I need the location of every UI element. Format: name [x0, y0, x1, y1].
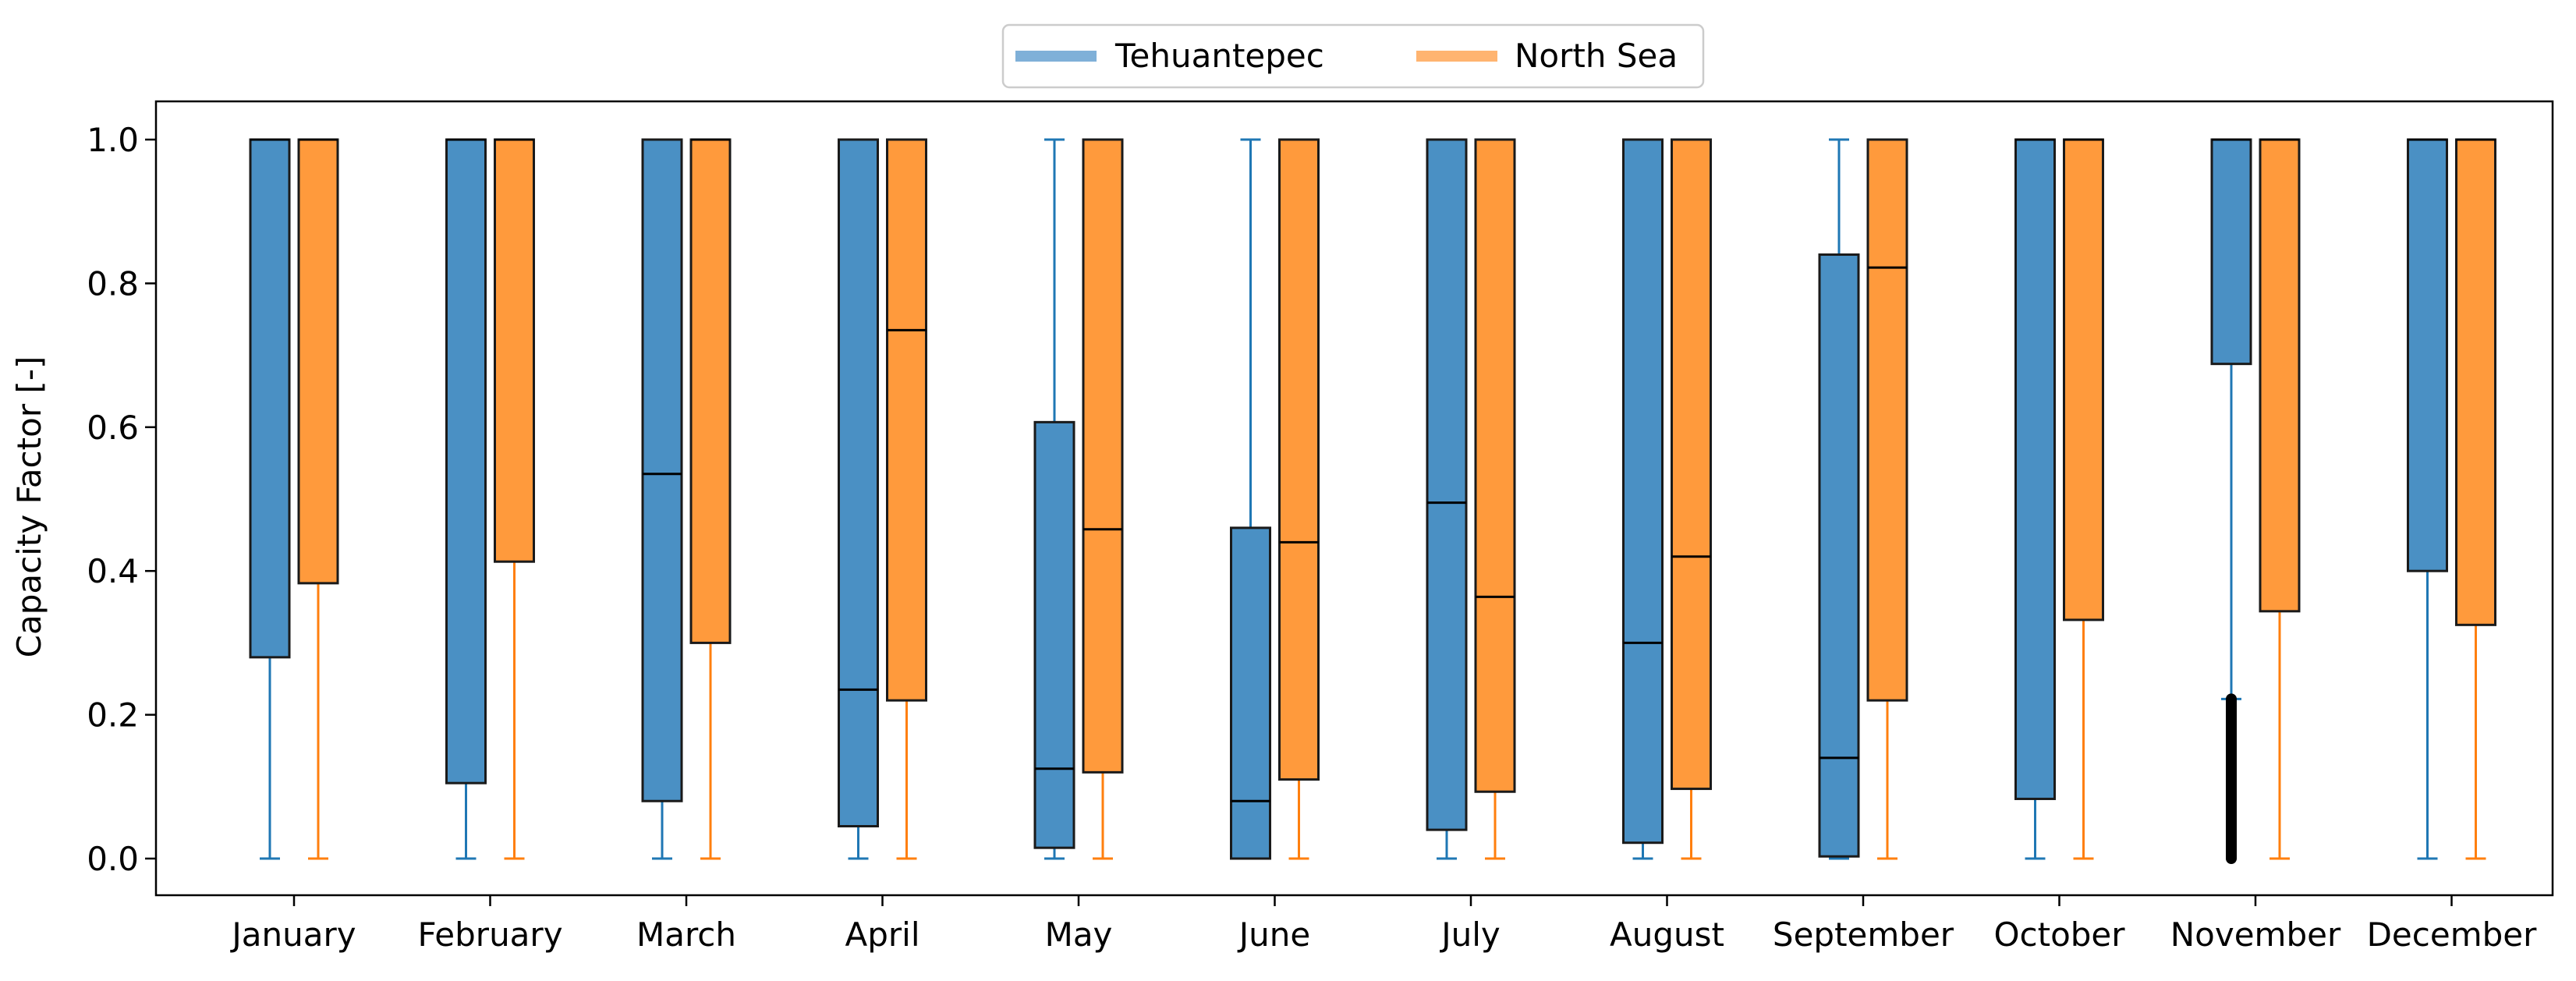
north-sea-box-june: [1278, 138, 1320, 860]
iqr-box: [494, 138, 535, 563]
iqr-box: [641, 138, 683, 802]
legend-label: North Sea: [1515, 37, 1678, 75]
north-sea-box-july: [1474, 138, 1516, 860]
tehuantepec-box-september: [1818, 138, 1860, 860]
iqr-box: [1230, 526, 1271, 860]
x-tick-label-january: January: [229, 915, 356, 954]
iqr-box: [2407, 138, 2448, 572]
iqr-box: [689, 138, 732, 644]
x-tick-label-june: June: [1237, 915, 1310, 954]
legend-label: Tehuantepec: [1114, 37, 1324, 75]
iqr-box: [249, 138, 291, 659]
tehuantepec-box-february: [445, 138, 487, 860]
x-tick-label-may: May: [1045, 915, 1113, 954]
y-axis: 0.0 0.2 0.4 0.6 0.8 1.0: [87, 121, 156, 878]
iqr-box: [2210, 138, 2252, 366]
tehuantepec-box-december: [2407, 138, 2448, 860]
tehuantepec-box-may: [1033, 138, 1075, 860]
north-sea-box-december: [2455, 138, 2496, 860]
iqr-box: [886, 138, 927, 702]
y-tick-label: 0.6: [87, 409, 139, 447]
x-tick-label-august: August: [1610, 915, 1724, 954]
y-tick-label: 0.0: [87, 840, 139, 878]
tehuantepec-box-january: [249, 138, 291, 860]
iqr-box: [1866, 138, 1908, 702]
north-sea-box-november: [2259, 138, 2301, 860]
legend-box: [1001, 23, 1705, 89]
x-tick-label-september: September: [1773, 915, 1954, 954]
legend: Tehuantepec North Sea: [1001, 23, 1705, 89]
x-tick-label-march: March: [636, 915, 736, 954]
tehuantepec-box-july: [1426, 138, 1468, 860]
tehuantepec-box-april: [838, 138, 879, 860]
iqr-box: [2455, 138, 2496, 626]
north-sea-box-august: [1671, 138, 1712, 860]
y-axis-label: Capacity Factor [-]: [10, 356, 48, 658]
north-sea-box-april: [886, 138, 927, 860]
y-tick-label: 0.2: [87, 696, 139, 735]
tehuantepec-box-october: [2014, 138, 2056, 860]
x-tick-label-february: February: [417, 915, 562, 954]
north-sea-box-may: [1082, 138, 1124, 860]
x-tick-label-april: April: [845, 915, 920, 954]
iqr-box: [445, 138, 487, 784]
iqr-box: [297, 138, 339, 585]
x-tick-label-november: November: [2170, 915, 2341, 954]
tehuantepec-box-august: [1622, 138, 1664, 860]
iqr-box: [1622, 138, 1664, 845]
north-sea-box-september: [1866, 138, 1908, 860]
iqr-box: [1671, 138, 1712, 791]
x-tick-label-december: December: [2367, 915, 2538, 954]
iqr-box: [2259, 138, 2301, 613]
iqr-box: [1818, 253, 1860, 858]
iqr-box: [1033, 420, 1075, 849]
x-axis: January February March April May June July Augu…: [229, 895, 2537, 954]
iqr-box: [2063, 138, 2104, 622]
iqr-box: [1426, 138, 1468, 831]
iqr-box: [1082, 138, 1124, 774]
north-sea-box-october: [2063, 138, 2104, 860]
north-sea-box-february: [494, 138, 535, 860]
axes-frame: [154, 100, 2554, 897]
plot-area: [154, 100, 2554, 897]
iqr-box: [2014, 138, 2056, 800]
tehuantepec-box-march: [641, 138, 683, 860]
y-tick-label: 0.8: [87, 264, 139, 303]
north-sea-box-march: [689, 138, 732, 860]
north-sea-box-january: [297, 138, 339, 860]
x-tick-label-july: July: [1439, 915, 1501, 954]
iqr-box: [1278, 138, 1320, 781]
tehuantepec-box-november: [2210, 138, 2252, 864]
y-tick-label: 0.4: [87, 552, 139, 590]
iqr-box: [1474, 138, 1516, 793]
y-tick-label: 1.0: [87, 121, 139, 159]
x-tick-label-october: October: [1993, 915, 2125, 954]
tehuantepec-box-june: [1230, 138, 1271, 860]
iqr-box: [838, 138, 879, 828]
